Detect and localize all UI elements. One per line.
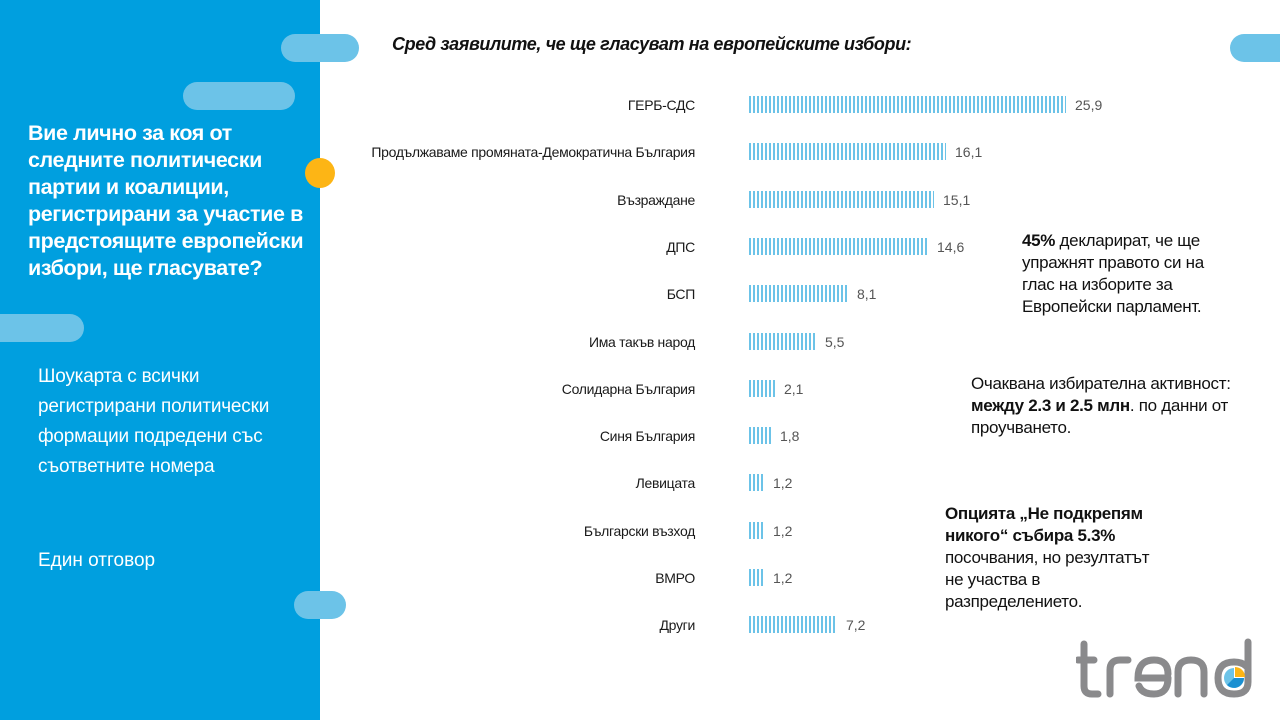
left-panel: Вие лично за коя от следните политически… bbox=[0, 0, 320, 720]
decorative-pill bbox=[183, 82, 295, 110]
bar bbox=[749, 379, 775, 397]
category-label: Солидарна България bbox=[561, 380, 696, 397]
category-label: Продължаваме промяната-Демократична Бълг… bbox=[371, 144, 695, 161]
decorative-pill bbox=[281, 34, 359, 62]
decorative-pill bbox=[294, 591, 346, 619]
bar bbox=[749, 616, 837, 634]
category-label: ДПС bbox=[666, 238, 695, 255]
category-label: Има такъв народ bbox=[588, 333, 695, 350]
showcard-subtitle: Шоукарта с всички регистрирани политичес… bbox=[38, 366, 270, 477]
category-label: ВМРО bbox=[655, 570, 695, 586]
value-label: 15,1 bbox=[943, 191, 971, 208]
value-label: 5,5 bbox=[825, 333, 845, 350]
bar bbox=[749, 285, 848, 303]
chart-row: Продължаваме промяната-Демократична Бълг… bbox=[0, 142, 1280, 162]
trend-logo: trend bbox=[1076, 636, 1252, 698]
note-no-support-bold: Опцията „Не подкрепям никого“ събира 5.3… bbox=[945, 504, 1143, 545]
question-text: Вие лично за коя от следните политически… bbox=[28, 121, 304, 280]
value-label: 1,2 bbox=[773, 570, 793, 586]
bar bbox=[749, 96, 1066, 113]
value-label: 7,2 bbox=[846, 617, 866, 634]
note-activity-text-after: . по данни от проучването. bbox=[971, 396, 1229, 437]
chart-row: Синя България 1,8 bbox=[0, 426, 1280, 446]
note-turnout-text: декларират, че ще упражнят правото си на… bbox=[1022, 231, 1204, 316]
category-label: ГЕРБ-СДС bbox=[627, 97, 695, 113]
chart-title: Сред заявилите, че ще гласуват на европе… bbox=[392, 34, 912, 54]
bar bbox=[749, 143, 946, 161]
note-no-support: Опцията „Не подкрепям никого“ събира 5.3… bbox=[945, 503, 1150, 613]
bar bbox=[749, 237, 928, 255]
category-label: Синя България bbox=[599, 428, 695, 445]
note-turnout-bold: 45% bbox=[1022, 231, 1056, 250]
bar bbox=[749, 427, 771, 445]
bar bbox=[749, 190, 934, 208]
value-label: 1,2 bbox=[773, 522, 793, 539]
category-label: Възраждане bbox=[617, 191, 695, 208]
decorative-dot bbox=[305, 158, 335, 188]
value-label: 1,2 bbox=[773, 475, 793, 492]
note-no-support-text: посочвания, но резултатът не участва в р… bbox=[945, 548, 1150, 611]
category-label: Други bbox=[659, 617, 695, 634]
bar bbox=[749, 474, 764, 492]
value-label: 14,6 bbox=[937, 238, 965, 255]
category-label: Левицата bbox=[635, 475, 696, 492]
category-label: БСП bbox=[666, 286, 696, 303]
bar bbox=[749, 569, 764, 586]
chart-row: ВМРО 1,2 bbox=[0, 568, 1280, 588]
value-label: 8,1 bbox=[857, 286, 877, 303]
value-label: 1,8 bbox=[780, 428, 800, 445]
decorative-pill bbox=[0, 314, 84, 342]
note-activity-bold: между 2.3 и 2.5 млн bbox=[971, 396, 1130, 415]
value-label: 25,9 bbox=[1075, 97, 1103, 113]
value-label: 16,1 bbox=[955, 144, 983, 161]
chart-row: Други 7,2 bbox=[0, 615, 1280, 635]
answer-type: Един отговор bbox=[38, 550, 156, 571]
value-label: 2,1 bbox=[784, 380, 804, 397]
bar bbox=[749, 521, 764, 539]
note-expected-activity: Очаквана избирателна активност: между 2.… bbox=[971, 373, 1241, 439]
chart-row: Левицата 1,2 bbox=[0, 473, 1280, 493]
chart-row: ГЕРБ-СДС 25,9 bbox=[0, 95, 1280, 115]
chart-row: Български възход 1,2 bbox=[0, 521, 1280, 541]
category-label: Български възход bbox=[583, 522, 695, 539]
decorative-pill bbox=[1230, 34, 1280, 62]
chart-row: Възраждане 15,1 bbox=[0, 190, 1280, 210]
chart-row: Има такъв народ 5,5 bbox=[0, 332, 1280, 352]
logo-text: trend bbox=[1076, 636, 1079, 637]
chart-row: ДПС 14,6 bbox=[0, 237, 1280, 257]
chart-row: БСП 8,1 bbox=[0, 284, 1280, 304]
chart-row: Солидарна България 2,1 bbox=[0, 379, 1280, 399]
bar bbox=[749, 332, 816, 350]
note-activity-text-before: Очаквана избирателна активност: bbox=[971, 374, 1231, 393]
note-turnout-declared: 45% декларират, че ще упражнят правото с… bbox=[1022, 230, 1232, 318]
